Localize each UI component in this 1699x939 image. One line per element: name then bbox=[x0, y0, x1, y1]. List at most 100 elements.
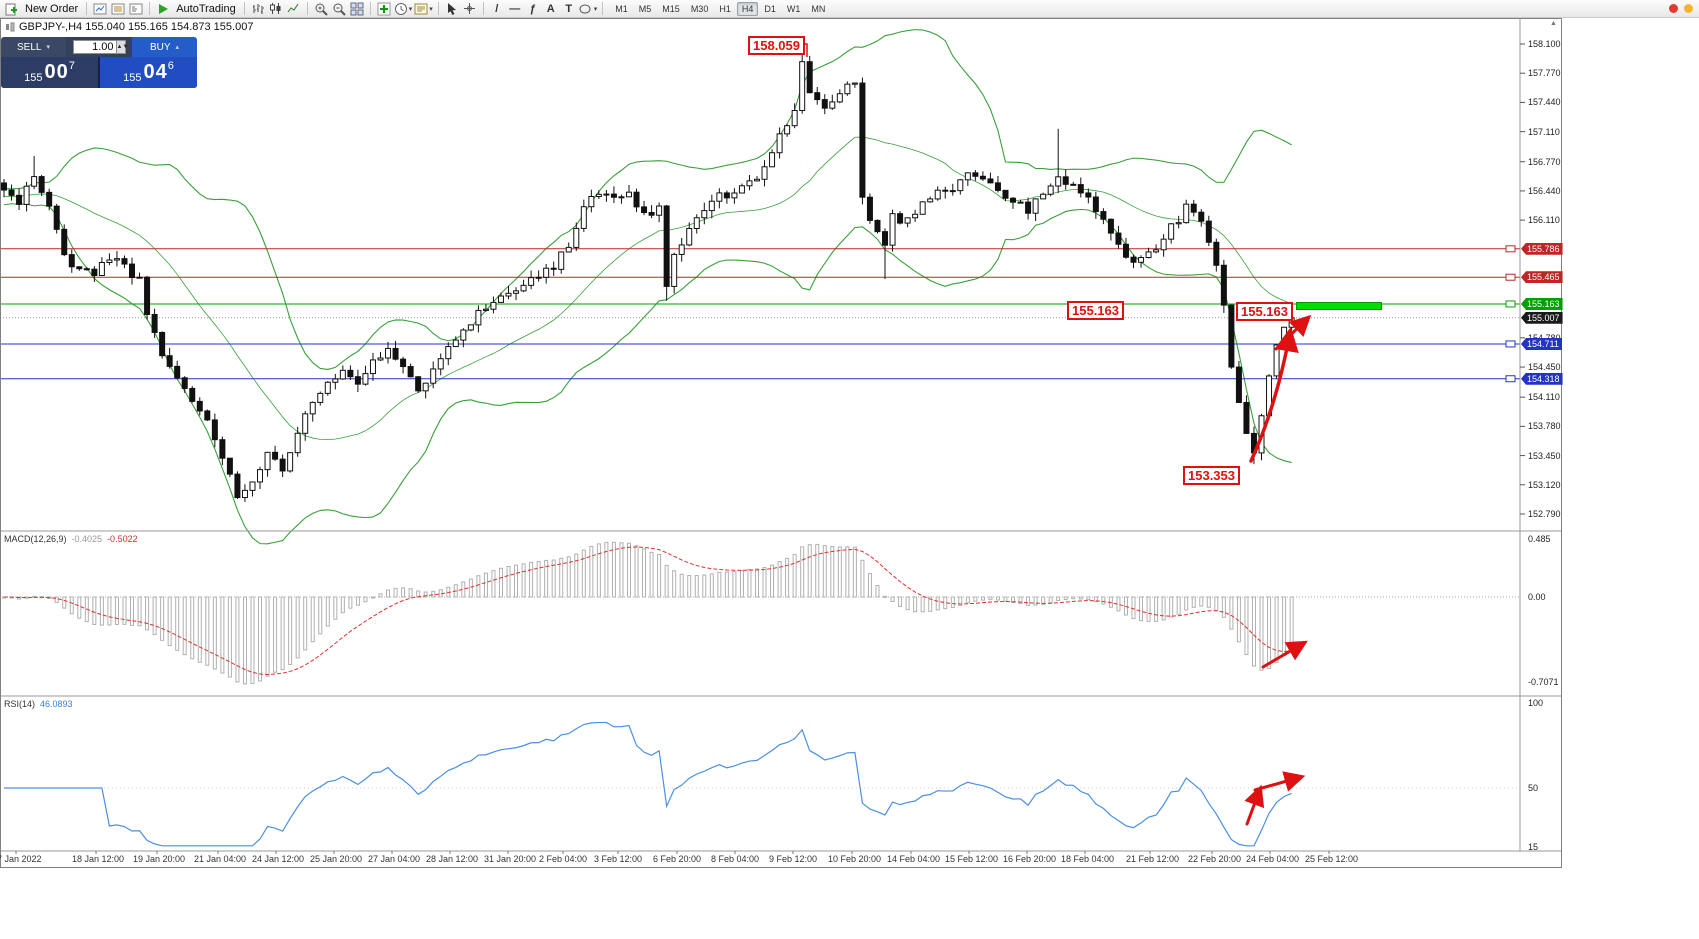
time-axis-label: 21 Feb 12:00 bbox=[1126, 854, 1180, 864]
shapes-tool-icon[interactable]: ▾ bbox=[579, 1, 598, 17]
toolbar-separator bbox=[482, 2, 484, 15]
candlestick-chart-type-icon[interactable] bbox=[268, 1, 284, 17]
price-axis-label: 156.440 bbox=[1528, 185, 1561, 196]
time-axis-label: 14 Feb 04:00 bbox=[887, 854, 941, 864]
trendline-tool-icon[interactable]: / bbox=[495, 2, 499, 15]
time-axis-label: 15 Feb 12:00 bbox=[945, 854, 999, 864]
navigator-icon[interactable] bbox=[128, 1, 144, 17]
autotrading-button[interactable]: AutoTrading bbox=[176, 2, 236, 15]
buy-tab[interactable]: BUY ▴ bbox=[132, 37, 197, 57]
horizontal-line-tool-icon[interactable]: — bbox=[509, 2, 521, 15]
timeframe-button-m15[interactable]: M15 bbox=[662, 3, 680, 14]
buy-price-button[interactable]: 155 04 6 bbox=[100, 57, 197, 88]
price-axis-label: 154.110 bbox=[1528, 392, 1560, 403]
zoom-out-icon[interactable] bbox=[331, 1, 347, 17]
sell-caret-icon: ▾ bbox=[46, 44, 50, 51]
market-watch-icon[interactable] bbox=[92, 1, 108, 17]
timeframe-button-mn[interactable]: MN bbox=[811, 3, 826, 14]
time-axis-label: 9 Feb 12:00 bbox=[769, 854, 818, 864]
volume-box: ▲▼ bbox=[66, 37, 132, 57]
price-axis-label: 152.790 bbox=[1528, 508, 1561, 519]
time-axis-label: 8 Feb 04:00 bbox=[711, 854, 760, 864]
macd-scale-zero: 0.00 bbox=[1528, 592, 1546, 602]
toolbar: New Order AutoTrading ▾ ▾ bbox=[0, 0, 1699, 18]
buy-price-big: 04 bbox=[143, 61, 168, 83]
time-axis-label: 27 Jan 04:00 bbox=[368, 854, 421, 864]
notification-red-icon[interactable] bbox=[1669, 4, 1678, 13]
templates-icon[interactable]: ▾ bbox=[414, 1, 433, 17]
chart-title-text: GBPJPY-,H4 155.040 155.165 154.873 155.0… bbox=[19, 21, 254, 33]
price-axis-label: 157.110 bbox=[1528, 126, 1560, 137]
toolbar-separator bbox=[86, 2, 88, 15]
macd-value-signal: -0.5022 bbox=[107, 534, 138, 544]
toolbar-separator bbox=[243, 2, 245, 15]
price-axis-label: 156.770 bbox=[1528, 156, 1561, 167]
price-badge: 154.318 bbox=[1521, 372, 1563, 385]
timeframe-button-h4[interactable]: H4 bbox=[736, 1, 759, 16]
line-chart-type-icon[interactable] bbox=[286, 1, 302, 17]
timeframe-button-m30[interactable]: M30 bbox=[690, 3, 709, 14]
timeframe-button-m1[interactable]: M1 bbox=[615, 3, 628, 14]
cursor-icon[interactable] bbox=[444, 1, 460, 17]
text-label-tool-icon[interactable]: T bbox=[565, 2, 573, 15]
sell-tab[interactable]: SELL ▾ bbox=[1, 37, 66, 57]
macd-value-main: -0.4025 bbox=[71, 534, 103, 544]
annotation-swing-low: 153.353 bbox=[1183, 466, 1240, 485]
candlestick-series bbox=[1, 47, 1295, 503]
chart-frame bbox=[0, 18, 1562, 868]
timeframe-button-h1[interactable]: H1 bbox=[719, 3, 731, 14]
price-badge: 155.007 bbox=[1521, 311, 1563, 324]
annotation-resistance-right: 155.163 bbox=[1236, 302, 1293, 321]
text-tool-icon[interactable]: A bbox=[546, 2, 555, 15]
sell-price-prefix: 155 bbox=[24, 72, 43, 84]
price-axis-label: 153.120 bbox=[1528, 479, 1561, 490]
time-axis-label: 31 Jan 20:00 bbox=[484, 854, 537, 864]
toolbar-separator bbox=[602, 2, 604, 15]
time-axis-label: 2 Feb 04:00 bbox=[539, 854, 588, 864]
shapes-caret-icon: ▾ bbox=[593, 5, 598, 13]
toolbar-separator bbox=[437, 2, 439, 15]
price-axis-label: 154.780 bbox=[1528, 332, 1561, 343]
price-axis-label: 153.450 bbox=[1528, 450, 1561, 461]
timeframe-button-d1[interactable]: D1 bbox=[764, 3, 776, 14]
fibonacci-tool-icon[interactable]: ƒ bbox=[529, 2, 536, 15]
crosshair-icon[interactable] bbox=[462, 1, 478, 17]
volume-stepper[interactable]: ▲▼ bbox=[116, 40, 128, 54]
autotrading-icon[interactable] bbox=[155, 1, 171, 17]
scroll-up-icon[interactable]: ▲ bbox=[1550, 20, 1557, 27]
rsi-name: RSI(14) bbox=[4, 699, 36, 709]
time-axis-label: 17 Jan 2022 bbox=[0, 854, 42, 864]
time-axis-label: 18 Feb 04:00 bbox=[1061, 854, 1115, 864]
sell-price-button[interactable]: 155 00 7 bbox=[1, 57, 98, 88]
chart-title-icon bbox=[6, 22, 15, 32]
rsi-scale-mid: 50 bbox=[1528, 783, 1539, 793]
buy-price-sup: 6 bbox=[167, 60, 174, 72]
timeframe-button-m5[interactable]: M5 bbox=[638, 3, 652, 14]
time-axis-label: 24 Jan 12:00 bbox=[252, 854, 305, 864]
notification-yellow-icon[interactable] bbox=[1684, 4, 1693, 13]
sell-price-sup: 7 bbox=[68, 60, 75, 72]
buy-label: BUY bbox=[149, 41, 171, 53]
buy-caret-icon: ▴ bbox=[175, 44, 180, 51]
bar-chart-type-icon[interactable] bbox=[250, 1, 266, 17]
time-axis-label: 25 Feb 12:00 bbox=[1305, 854, 1359, 864]
volume-input[interactable] bbox=[72, 40, 117, 54]
timeframe-button-w1[interactable]: W1 bbox=[786, 3, 801, 14]
drawn-arrows bbox=[799, 43, 1312, 826]
price-badge: 155.786 bbox=[1521, 242, 1563, 255]
new-order-icon[interactable] bbox=[4, 1, 20, 17]
macd-scale-max: 0.485 bbox=[1528, 534, 1551, 544]
timeframe-switcher: M1 M5 M15 M30 H1 H4 D1 W1 MN bbox=[610, 1, 830, 16]
data-window-icon[interactable] bbox=[110, 1, 126, 17]
tile-windows-icon[interactable] bbox=[349, 1, 365, 17]
periods-icon[interactable]: ▾ bbox=[394, 1, 412, 17]
indicators-add-icon[interactable] bbox=[376, 1, 392, 17]
zoom-in-icon[interactable] bbox=[313, 1, 329, 17]
buy-price-prefix: 155 bbox=[123, 72, 142, 84]
new-order-button[interactable]: New Order bbox=[25, 2, 79, 15]
price-axis-label: 157.770 bbox=[1528, 68, 1561, 79]
chart-title: GBPJPY-,H4 155.040 155.165 154.873 155.0… bbox=[5, 21, 253, 33]
sell-label: SELL bbox=[17, 41, 42, 53]
annotation-resistance-left: 155.163 bbox=[1067, 301, 1124, 320]
chart-canvas[interactable] bbox=[0, 0, 1564, 870]
